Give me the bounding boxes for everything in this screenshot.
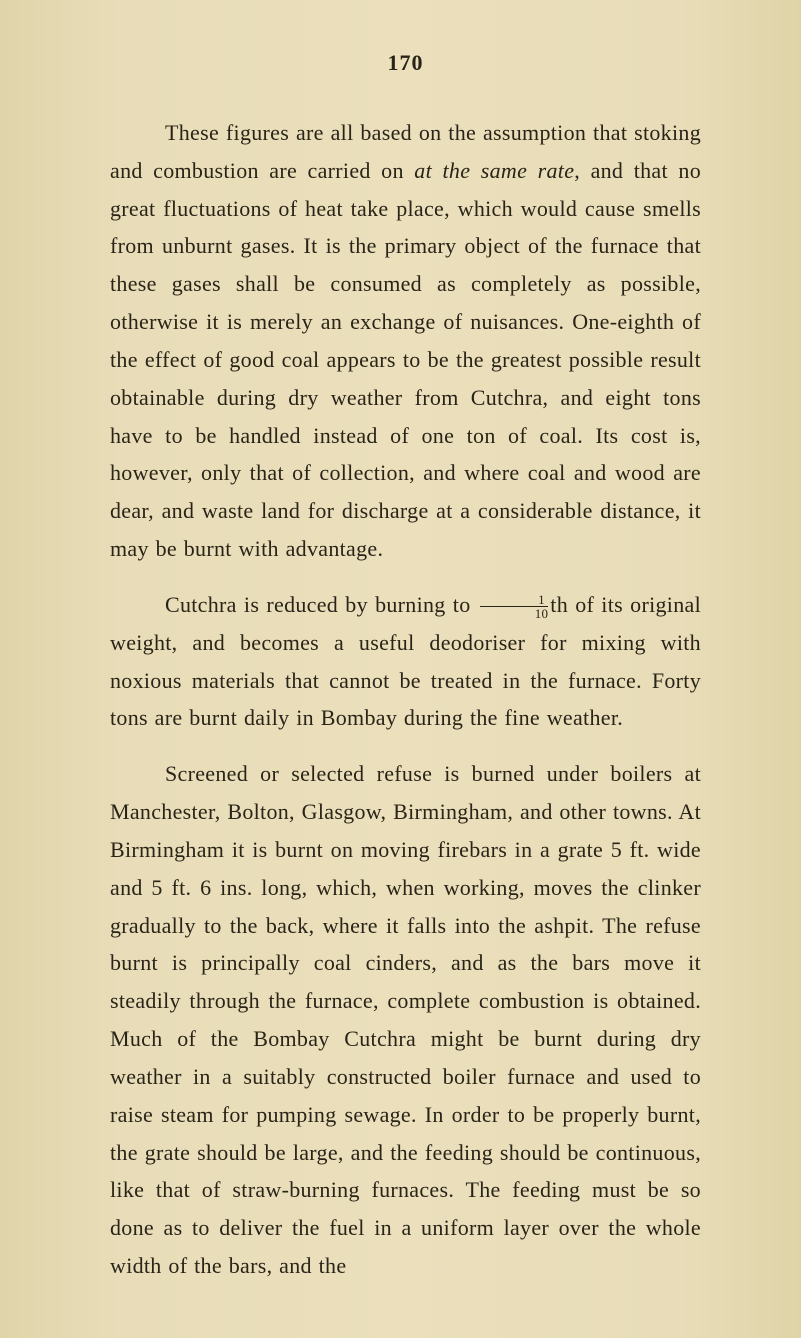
- p1-text-part2: , and that no great fluctuations of heat…: [110, 158, 701, 561]
- paragraph-1: These figures are all based on the assum…: [110, 114, 701, 568]
- p2-text-part1: Cutchra is reduced by burning to: [165, 592, 478, 617]
- p1-italic-phrase: at the same rate: [414, 158, 574, 183]
- paragraph-2: Cutchra is reduced by burning to 110th o…: [110, 586, 701, 737]
- page-container: 170 These figures are all based on the a…: [0, 0, 801, 1338]
- fraction-numerator: 1: [480, 593, 549, 607]
- page-number: 170: [110, 50, 701, 76]
- fraction-one-tenth: 110: [480, 593, 549, 620]
- paragraph-3: Screened or selected refuse is burned un…: [110, 755, 701, 1285]
- fraction-denominator: 10: [480, 607, 549, 620]
